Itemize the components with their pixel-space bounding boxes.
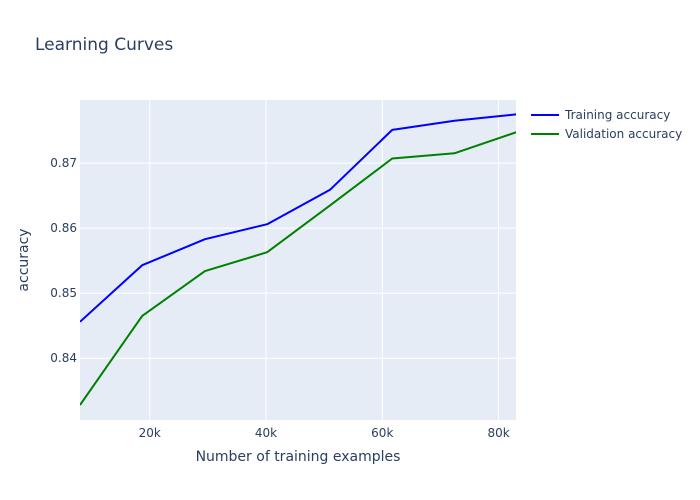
legend-item-training[interactable]: Training accuracy: [531, 108, 670, 122]
y-axis-ticks: 0.84 0.85 0.86 0.87: [50, 156, 77, 365]
legend[interactable]: Training accuracy Validation accuracy: [531, 108, 682, 141]
x-axis-ticks: 20k 40k 60k 80k: [139, 426, 510, 440]
x-tick-label: 60k: [371, 426, 393, 440]
x-tick-label: 20k: [139, 426, 161, 440]
legend-label: Validation accuracy: [565, 127, 682, 141]
y-axis-title: accuracy: [16, 228, 32, 291]
y-tick-label: 0.84: [50, 351, 77, 365]
legend-label: Training accuracy: [564, 108, 670, 122]
legend-item-validation[interactable]: Validation accuracy: [531, 127, 682, 141]
x-axis-title: Number of training examples: [196, 449, 401, 465]
chart-title: Learning Curves: [35, 35, 173, 55]
plot-area: [80, 100, 516, 420]
series-line-validation: [80, 131, 516, 406]
y-tick-label: 0.86: [50, 221, 77, 235]
series-line-training: [80, 113, 516, 323]
x-tick-label: 40k: [255, 426, 277, 440]
y-tick-label: 0.87: [50, 156, 77, 170]
y-tick-label: 0.85: [50, 286, 77, 300]
x-tick-label: 80k: [487, 426, 509, 440]
series-lines: [80, 113, 516, 406]
